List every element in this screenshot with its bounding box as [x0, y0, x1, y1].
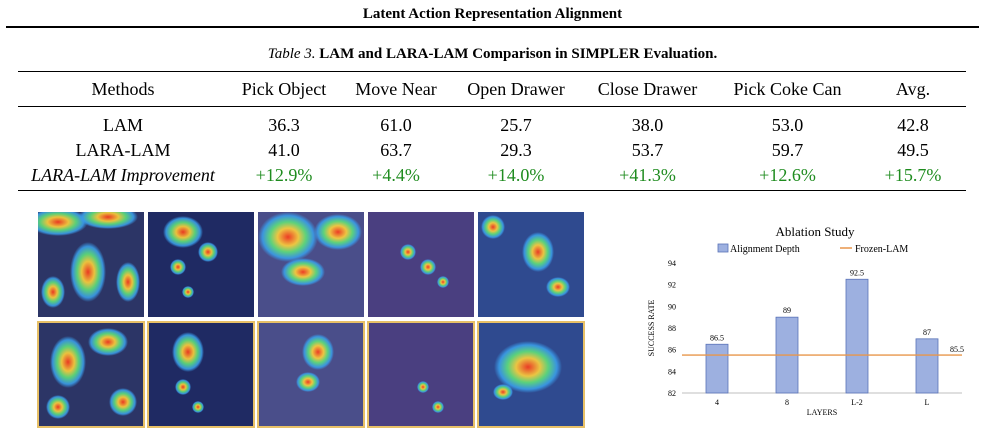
heatmap-image: [258, 212, 364, 317]
col-methods: Methods: [18, 71, 228, 107]
col-pick-coke-can: Pick Coke Can: [715, 71, 860, 107]
cell: 42.8: [897, 115, 929, 135]
col-close-drawer: Close Drawer: [580, 71, 715, 107]
heatmap-image: [37, 321, 145, 428]
cell: 63.7: [380, 140, 412, 160]
bar-value-label: 87: [923, 328, 931, 337]
cell: +41.3%: [580, 163, 715, 191]
bar: [845, 278, 869, 394]
cell: LAM: [103, 115, 143, 135]
reference-value-label: 85.5: [950, 345, 964, 354]
col-pick-object: Pick Object: [228, 71, 340, 107]
col-open-drawer: Open Drawer: [452, 71, 580, 107]
table-caption: Table 3. LAM and LARA-LAM Comparison in …: [0, 46, 985, 63]
bar-value-label: 89: [783, 306, 791, 315]
cell: 53.0: [771, 115, 804, 135]
ablation-chart: Ablation Study Alignment Depth Frozen-LAM 8…: [647, 224, 964, 417]
header-rule: [6, 26, 979, 28]
y-tick-label: 88: [668, 324, 676, 333]
attention-heatmap-grid: [37, 212, 586, 430]
cell: +4.4%: [340, 163, 452, 191]
col-move-near: Move Near: [340, 71, 452, 107]
cell: 49.5: [897, 140, 929, 160]
cell: +15.7%: [860, 163, 966, 191]
table-row: LARA-LAM Improvement +12.9% +4.4% +14.0%…: [18, 163, 966, 191]
comparison-table: Methods Pick Object Move Near Open Drawe…: [18, 71, 966, 191]
y-tick-label: 86: [668, 346, 676, 355]
bar: [705, 343, 729, 394]
heatmap-image: [147, 321, 255, 428]
legend-label-series: Alignment Depth: [730, 244, 800, 255]
heatmap-image: [38, 212, 144, 317]
y-tick-label: 92: [668, 281, 676, 290]
table-row: LAM 36.3 61.0 25.7 38.0 53.0 42.8: [18, 107, 966, 139]
cell: 36.3: [268, 115, 300, 135]
cell: LARA-LAM Improvement: [18, 163, 228, 191]
y-tick-label: 82: [668, 389, 676, 398]
x-tick-label: L: [925, 398, 930, 407]
cell: 59.7: [771, 140, 804, 160]
bar-value-label: 92.5: [850, 268, 864, 277]
heatmap-image: [257, 321, 365, 428]
cell: 61.0: [380, 115, 412, 135]
chart-title: Ablation Study: [775, 224, 855, 239]
cell: 25.7: [500, 115, 532, 135]
table-row: LARA-LAM 41.0 63.7 29.3 53.7 59.7 49.5: [18, 138, 966, 163]
heatmap-image: [148, 212, 254, 317]
cell: LARA-LAM: [75, 140, 171, 160]
caption-label: Table 3.: [267, 46, 316, 62]
cell: +12.9%: [228, 163, 340, 191]
cell: 41.0: [268, 140, 300, 160]
cell: +14.0%: [452, 163, 580, 191]
cell: 53.7: [631, 140, 664, 160]
legend-label-reference: Frozen-LAM: [855, 244, 908, 255]
figure-header: Latent Action Representation Alignment: [362, 6, 623, 22]
caption-text: LAM and LARA-LAM Comparison in SIMPLER E…: [319, 46, 718, 62]
cell: 29.3: [500, 140, 532, 160]
y-tick-label: 84: [668, 367, 676, 376]
heatmap-image: [477, 321, 585, 428]
y-axis-label: SUCCESS RATE: [647, 300, 656, 357]
cell: 38.0: [631, 115, 664, 135]
y-tick-label: 90: [668, 302, 676, 311]
x-axis-label: LAYERS: [807, 408, 837, 417]
legend-swatch-bar: [717, 243, 729, 253]
col-avg: Avg.: [860, 71, 966, 107]
heatmap-image: [368, 212, 474, 317]
y-tick-label: 94: [668, 259, 676, 268]
heatmap-image: [478, 212, 584, 317]
bar-value-label: 86.5: [710, 333, 724, 342]
table-header-row: Methods Pick Object Move Near Open Drawe…: [18, 71, 966, 107]
heatmap-image: [367, 321, 475, 428]
x-tick-label: 8: [785, 398, 789, 407]
x-tick-label: L-2: [851, 398, 863, 407]
x-tick-label: 4: [715, 398, 719, 407]
cell: +12.6%: [715, 163, 860, 191]
bar: [915, 338, 939, 394]
